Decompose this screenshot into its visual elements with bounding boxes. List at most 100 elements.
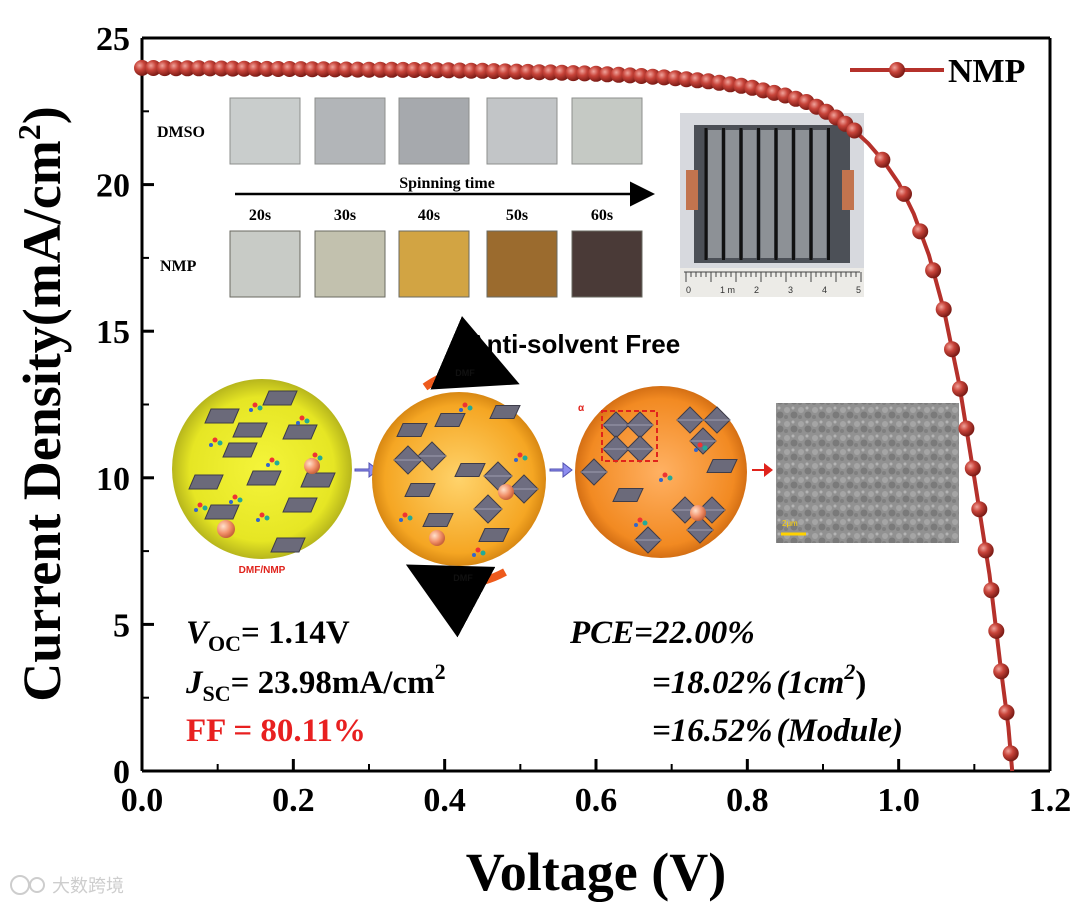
ruler-label: 4: [822, 285, 827, 295]
legend: NMP: [850, 53, 1025, 90]
spinning-time-labels: 20s 30s 40s 50s 60s: [249, 207, 613, 224]
dmso-film: [314, 97, 386, 165]
data-point: [622, 67, 638, 84]
data-point: [247, 60, 264, 77]
data-point: [610, 66, 627, 83]
nmp-film: [398, 230, 470, 298]
data-point: [474, 62, 491, 79]
data-point: [361, 61, 377, 78]
data-point: [964, 460, 981, 477]
spinning-time-label: 60s: [591, 207, 613, 224]
film-row-label-dmso: DMSO: [157, 124, 205, 141]
y-tick-label: 15: [96, 314, 130, 351]
y-tick-label: 0: [113, 754, 130, 791]
watermark: 大数跨境: [10, 875, 124, 897]
solvent-label: DMF/NMP: [239, 565, 286, 576]
x-axis-title: Voltage (V): [466, 842, 726, 902]
data-point: [896, 185, 912, 202]
data-point: [912, 223, 929, 240]
data-point: [952, 380, 968, 397]
nmp-film: [314, 230, 386, 298]
x-tick-label: 0.6: [575, 782, 618, 819]
sem-image: [776, 403, 959, 543]
data-point: [508, 63, 525, 80]
svg-text:大数跨境: 大数跨境: [52, 876, 124, 897]
data-point: [485, 63, 502, 80]
dmso-film: [571, 97, 643, 165]
data-point: [156, 60, 173, 77]
voc-annotation: VOC= 1.14V: [186, 615, 350, 656]
nmp-points: [134, 59, 1019, 762]
data-point: [145, 60, 162, 76]
legend-label-nmp: NMP: [948, 53, 1025, 90]
spinning-time-label: 50s: [506, 207, 528, 224]
data-point: [213, 60, 230, 77]
anti-solvent-schematic: Anti-solvent Free DMF/NMP DMF DMF α 2μm: [172, 316, 959, 638]
data-point: [315, 61, 332, 78]
nmp-film-row: [229, 230, 643, 298]
film-inset: DMSO NMP Spinning time 20s 30s 40s 50s 60s: [157, 97, 655, 298]
data-point: [406, 62, 423, 78]
spinning-time-label: 40s: [418, 207, 440, 224]
ruler-label: 3: [788, 285, 793, 295]
dmf-arrow-bottom: [405, 564, 507, 638]
pce-module-annotation: =16.52% (Module): [652, 713, 903, 749]
spinning-time-label: 20s: [249, 207, 271, 224]
x-tick-label: 1.0: [877, 782, 920, 819]
data-point: [576, 65, 593, 82]
data-point: [988, 622, 1005, 639]
ruler-label: 1 m: [720, 285, 735, 295]
dmso-film: [229, 97, 301, 165]
pce-annotation: PCE=22.00%: [569, 615, 755, 651]
data-point: [971, 501, 988, 518]
spinning-time-label: Spinning time: [399, 175, 495, 192]
data-point: [644, 68, 661, 85]
data-point: [417, 62, 434, 79]
alpha-label: α: [578, 403, 585, 414]
data-point: [429, 62, 446, 79]
film-row-label-nmp: NMP: [160, 258, 197, 275]
data-point: [134, 59, 150, 76]
dmf-arrow-top: [422, 316, 520, 391]
data-point: [998, 704, 1015, 721]
performance-annotations: VOC= 1.14V JSC= 23.98mA/cm2 FF = 80.11% …: [185, 615, 903, 749]
data-point: [977, 542, 994, 559]
data-point: [168, 60, 185, 77]
data-point: [983, 582, 1000, 599]
sem-scale-label: 2μm: [782, 519, 798, 528]
data-point: [270, 61, 287, 77]
data-point: [531, 64, 548, 81]
data-point: [588, 65, 604, 82]
data-point: [383, 61, 400, 78]
y-axis-title: Current Density(mA/cm2): [11, 106, 72, 701]
spinning-time-label: 30s: [334, 207, 356, 224]
ff-annotation: FF = 80.11%: [186, 713, 366, 749]
module-photo: 0 1 m 2 3 4 5: [680, 113, 864, 297]
data-point: [236, 60, 253, 77]
data-point: [874, 151, 891, 168]
data-point: [846, 122, 863, 139]
data-point: [553, 64, 570, 81]
nmp-film: [486, 230, 558, 298]
y-tick-label: 25: [96, 21, 130, 58]
data-point: [519, 63, 536, 80]
x-tick-label: 0.0: [121, 782, 164, 819]
data-point: [202, 60, 219, 77]
ruler-label: 0: [686, 285, 691, 295]
dmso-film: [398, 97, 470, 165]
data-point: [395, 61, 412, 78]
data-point: [463, 62, 480, 79]
data-point: [440, 62, 457, 79]
data-point: [372, 61, 389, 78]
x-tick-label: 0.4: [423, 782, 466, 819]
svg-text:DMF: DMF: [453, 573, 473, 583]
svg-text:DMF: DMF: [455, 368, 475, 378]
data-point: [925, 262, 942, 279]
data-point: [958, 420, 975, 437]
data-point: [451, 62, 468, 79]
data-point: [599, 66, 616, 83]
y-tick-label: 10: [96, 461, 130, 498]
pce-1cm-annotation: =18.02% (1cm2): [652, 659, 866, 701]
data-point: [349, 61, 366, 78]
